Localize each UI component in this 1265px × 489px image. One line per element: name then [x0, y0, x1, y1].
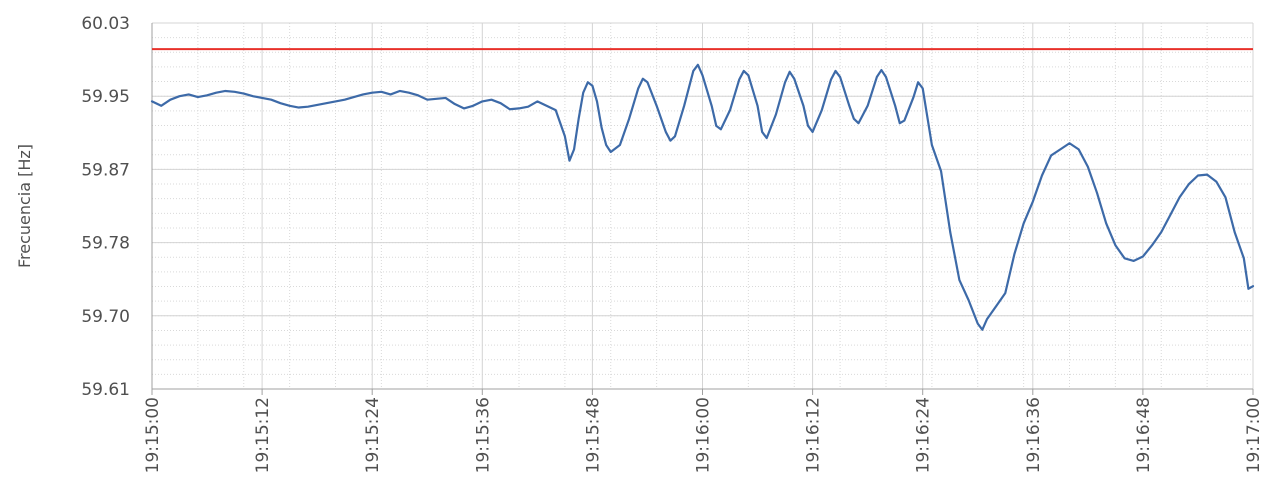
x-tick-label: 19:17:00: [1244, 397, 1264, 473]
series-layer: [150, 63, 1255, 331]
x-tick-label: 19:15:24: [363, 397, 383, 473]
y-tick-label: 60.03: [81, 14, 130, 34]
axes: [151, 23, 1253, 390]
x-tick-label: 19:15:36: [473, 397, 493, 473]
x-tick-label: 19:16:48: [1134, 397, 1154, 473]
x-tick-label: 19:15:12: [253, 397, 273, 473]
x-tick-labels: 19:15:00 19:15:12 19:15:24 19:15:36 19:15:48…: [143, 397, 1264, 473]
y-axis-title: Frecuencia [Hz]: [15, 144, 34, 268]
x-tick-label: 19:16:36: [1024, 397, 1044, 473]
x-tick-label: 19:16:00: [694, 397, 714, 473]
series-line: [150, 63, 1255, 331]
y-tick-label: 59.95: [81, 87, 130, 107]
x-tick-label: 19:16:12: [804, 397, 824, 473]
y-tick-labels: 59.61 59.70 59.78 59.87 59.95 60.03: [81, 14, 130, 400]
x-tick-label: 19:15:00: [143, 397, 163, 473]
y-tick-label: 59.70: [81, 307, 130, 327]
y-tick-label: 59.61: [81, 380, 130, 400]
y-tick-label: 59.78: [81, 234, 130, 254]
y-tick-label: 59.87: [81, 160, 130, 180]
x-tick-label: 19:16:24: [914, 397, 934, 473]
x-tick-label: 19:15:48: [583, 397, 603, 473]
